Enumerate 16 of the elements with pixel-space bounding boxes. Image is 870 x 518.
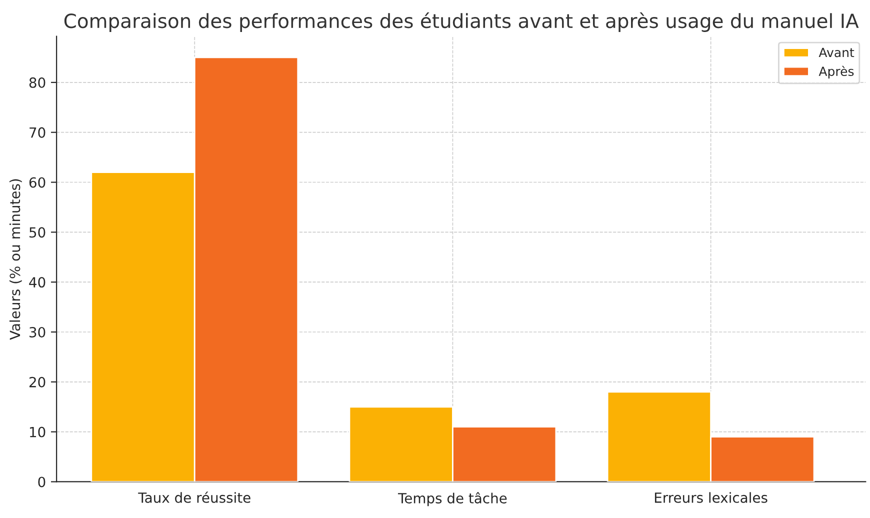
- y-tick-label: 70: [30, 127, 46, 138]
- y-tick-label: 50: [30, 227, 46, 238]
- x-tick-label: Erreurs lexicales: [654, 492, 768, 503]
- y-axis-title: Valeurs (% ou minutes): [9, 179, 22, 340]
- y-tick-label: 60: [29, 177, 46, 188]
- x-tick-label: Taux de réussite: [138, 492, 250, 503]
- x-tick-label: Temps de tâche: [398, 492, 507, 506]
- y-tick-label: 10: [30, 426, 46, 438]
- y-tick-label: 20: [29, 376, 46, 388]
- y-tick-label: 0: [38, 476, 46, 488]
- y-tick-label: 30: [30, 326, 46, 338]
- legend-label: Après: [818, 66, 854, 78]
- y-tick-label: 80: [29, 77, 46, 88]
- y-tick-label: 40: [29, 277, 46, 288]
- chart-title: Comparaison des performances des étudiants avant et après usage du manuel IA: [64, 12, 859, 32]
- legend-label: Avant: [818, 48, 854, 58]
